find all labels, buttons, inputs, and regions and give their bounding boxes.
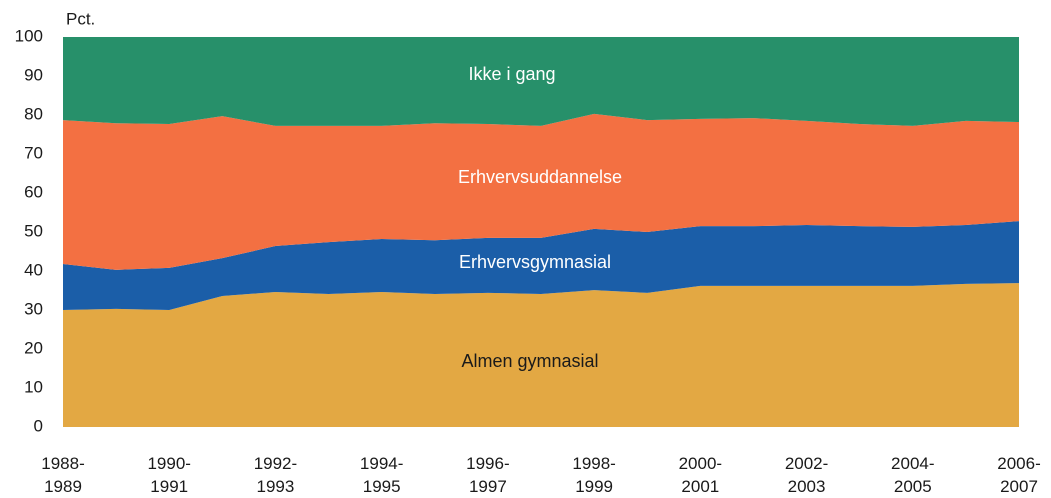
x-tick-label: 1996-1997 bbox=[466, 454, 509, 496]
x-tick-label: 2000-2001 bbox=[679, 454, 722, 496]
x-tick-label: 2006-2007 bbox=[997, 454, 1040, 496]
y-tick-label: 0 bbox=[34, 416, 43, 435]
y-tick-label: 100 bbox=[15, 26, 43, 45]
y-axis-label: Pct. bbox=[66, 9, 95, 28]
x-tick-label: 1988-1989 bbox=[41, 454, 84, 496]
y-tick-label: 40 bbox=[24, 260, 43, 279]
y-tick-label: 90 bbox=[24, 65, 43, 84]
y-tick-label: 30 bbox=[24, 299, 43, 318]
area bbox=[63, 221, 1019, 310]
area bbox=[63, 37, 1019, 126]
y-tick-label: 60 bbox=[24, 182, 43, 201]
x-tick-label: 1994-1995 bbox=[360, 454, 403, 496]
y-tick-label: 10 bbox=[24, 377, 43, 396]
y-tick-label: 20 bbox=[24, 338, 43, 357]
y-tick-label: 50 bbox=[24, 221, 43, 240]
y-tick-label: 80 bbox=[24, 104, 43, 123]
series-label: Erhvervsuddannelse bbox=[458, 167, 622, 187]
x-tick-label: 2002-2003 bbox=[785, 454, 828, 496]
area bbox=[63, 283, 1019, 427]
y-tick-label: 70 bbox=[24, 143, 43, 162]
series-label: Ikke i gang bbox=[468, 64, 555, 84]
area bbox=[63, 113, 1019, 270]
x-tick-label: 2004-2005 bbox=[891, 454, 934, 496]
series-label: Almen gymnasial bbox=[461, 351, 598, 371]
series-label: Erhvervsgymnasial bbox=[459, 252, 611, 272]
x-tick-label: 1998-1999 bbox=[572, 454, 615, 496]
x-tick-label: 1990-1991 bbox=[147, 454, 190, 496]
x-tick-label: 1992-1993 bbox=[254, 454, 297, 496]
